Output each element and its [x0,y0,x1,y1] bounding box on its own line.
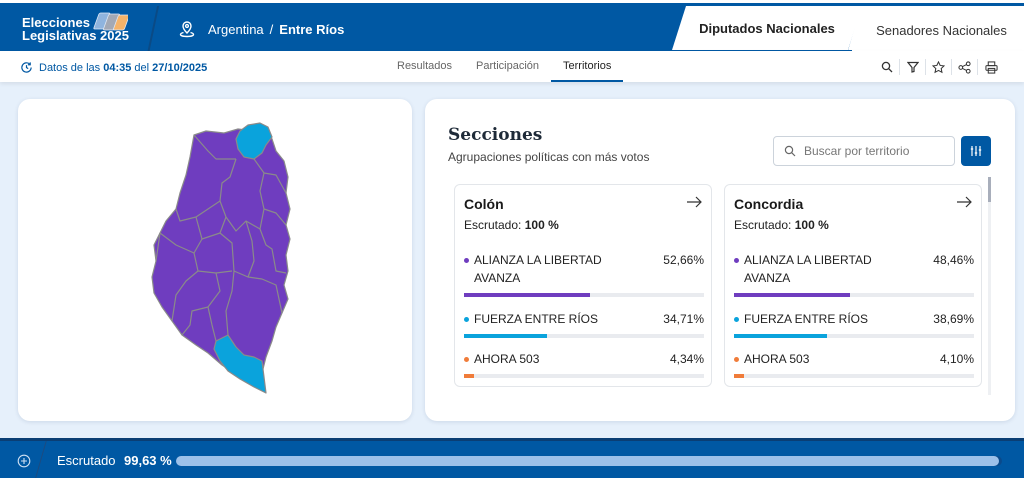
filter-icon [906,61,919,73]
entre-rios-map[interactable] [136,121,296,397]
share-icon [958,60,971,74]
chamber-tabs: Senadores Nacionales Diputados Nacionale… [672,6,1024,54]
tab-territorios[interactable]: Territorios [551,51,624,82]
data-timestamp: Datos de las 04:35 del 27/10/2025 [20,61,207,74]
party-progress-bar [464,334,704,338]
party-color-dot [734,357,739,362]
party-progress-bar [734,334,974,338]
updated-prefix: Datos de las [39,61,101,74]
arrow-right-icon[interactable] [956,194,972,210]
party-row-fuerza: FUERZA ENTRE RÍOS 38,69% [734,310,974,338]
refresh-clock-icon [21,62,32,73]
sections-title: Secciones [448,125,543,145]
party-color-dot [464,258,469,263]
sliders-icon [970,146,982,156]
header-divider [146,6,160,54]
arrow-right-icon[interactable] [686,194,702,210]
expand-plus-icon[interactable] [17,454,31,468]
party-percentage: 52,66% [663,253,704,267]
section-name: Concordia [734,196,804,212]
toolbar [874,59,1004,75]
print-icon [984,60,998,74]
updated-mid: del [134,61,150,74]
escrutado-label: Escrutado [57,453,116,468]
party-percentage: 4,34% [669,352,704,366]
favorite-button[interactable] [926,59,952,75]
top-header: Elecciones Legislativas 2025 Argentina /… [0,0,1024,54]
updated-time: 04:35 [103,61,132,74]
party-progress-bar [734,374,974,378]
party-percentage: 34,71% [663,312,704,326]
party-row-lla: ALIANZA LA LIBERTAD AVANZA 52,66% [464,251,704,297]
party-percentage: 4,10% [939,352,974,366]
map-region-blue-south [213,334,267,394]
search-button[interactable] [874,59,900,75]
breadcrumb-separator: / [269,21,274,37]
escrutado-status: Escrutado: 100 % [464,218,559,232]
filter-button[interactable] [900,59,926,75]
breadcrumb-current: Entre Ríos [279,21,345,37]
escrutado-status: Escrutado: 100 % [734,218,829,232]
brand-logo[interactable]: Elecciones Legislativas 2025 [22,12,129,43]
party-color-dot [464,317,469,322]
view-tabs: Resultados Participación Territorios [385,51,624,82]
party-percentage: 38,69% [933,312,974,326]
breadcrumb-root[interactable]: Argentina [208,21,264,37]
tab-senadores-nacionales[interactable]: Senadores Nacionales [847,6,1024,54]
sections-subtitle: Agrupaciones políticas con más votos [448,150,650,164]
search-icon [784,145,796,157]
section-card-concordia[interactable]: Concordia Escrutado: 100 % ALIANZA LA LI… [724,184,982,387]
party-percentage: 48,46% [933,253,974,267]
search-icon [881,61,892,73]
section-card-colon[interactable]: Colón Escrutado: 100 % ALIANZA LA LIBERT… [454,184,712,387]
star-icon [932,60,945,73]
sub-navigation-bar: Datos de las 04:35 del 27/10/2025 Result… [0,51,1024,82]
escrutado-progress-fill [176,456,999,466]
search-placeholder: Buscar por territorio [804,144,910,158]
map-region-blue-north [235,122,273,160]
sections-card: Secciones Agrupaciones políticas con más… [425,99,1015,421]
map-region-purple [151,126,291,390]
filter-settings-button[interactable] [961,136,991,166]
map-card [18,99,412,421]
print-button[interactable] [978,59,1004,75]
tab-diputados-nacionales[interactable]: Diputados Nacionales [672,6,862,50]
party-progress-bar [464,293,704,297]
party-progress-bar [464,374,704,378]
ballot-cards-icon [93,12,128,31]
party-color-dot [734,258,739,263]
tab-resultados[interactable]: Resultados [397,60,453,72]
party-row-ahora: AHORA 503 4,10% [734,350,974,378]
escrutado-progress-bar [176,456,1002,466]
brand-line-2: Legislativas 2025 [22,28,129,43]
tab-participacion[interactable]: Participación [476,60,540,72]
party-row-lla: ALIANZA LA LIBERTAD AVANZA 48,46% [734,251,974,297]
party-color-dot [464,357,469,362]
location-pin-icon [179,21,195,38]
party-row-fuerza: FUERZA ENTRE RÍOS 34,71% [464,310,704,338]
territory-search-input[interactable]: Buscar por territorio [773,136,955,166]
party-progress-bar [734,293,974,297]
share-button[interactable] [952,59,978,75]
updated-date: 27/10/2025 [152,61,208,74]
breadcrumb: Argentina / Entre Ríos [178,20,344,38]
scrollbar-thumb[interactable] [988,177,991,202]
escrutado-value: 99,63 % [124,453,172,468]
party-color-dot [734,317,739,322]
section-name: Colón [464,196,504,212]
brand-line-1: Elecciones [22,15,90,30]
party-row-ahora: AHORA 503 4,34% [464,350,704,378]
escrutado-footer: Escrutado 99,63 % [0,438,1024,478]
footer-divider [34,441,47,478]
sections-scrollbar[interactable] [988,177,991,395]
